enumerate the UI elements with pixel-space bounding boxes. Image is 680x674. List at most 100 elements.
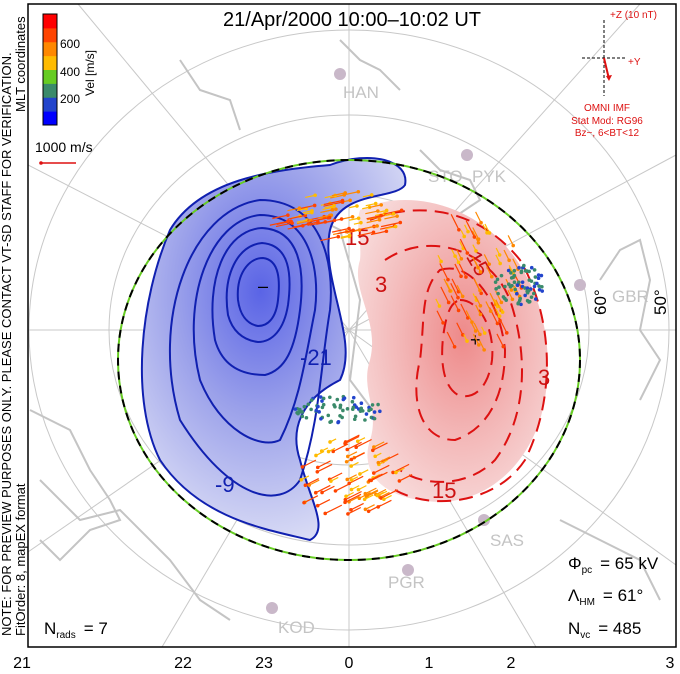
velocity-vector [305,478,319,486]
velocity-vector-origin [488,309,493,313]
velocity-vector-origin [459,257,464,261]
velocity-vector [450,282,459,298]
dawn-cell-shading [357,200,548,502]
color-bar-segment [43,27,57,43]
velocity-vector [350,502,364,511]
velocity-vector-origin [338,403,343,408]
stat-model: Stat Mod: RG96 [571,116,643,127]
plot-frame [27,3,677,648]
velocity-vector-origin [363,507,368,512]
imf-text: +Z (10 nT) +Y OMNI IMF Stat Mod: RG96 Bz… [571,10,657,139]
mlt-tick: 0 [345,655,354,672]
velocity-vector-origin [497,285,501,289]
station-sas: SAS [490,531,524,550]
velocity-vector-origin [519,302,523,307]
velocity-vector-origin [459,274,463,279]
velocity-vector [359,492,371,499]
velocity-vector-origin [355,204,359,208]
velocity-vector-origin [315,465,320,470]
contour-label: -21 [300,345,332,370]
velocity-vector [344,191,359,196]
velocity-vector-origin [314,453,318,458]
velocity-vector [440,286,450,303]
velocity-vector-origin [333,404,337,409]
velocity-vector-origin [446,277,450,282]
velocity-vector [450,295,460,311]
velocity-vector-origin [306,222,311,226]
velocity-vector [323,201,343,207]
velocity-vector-origin [340,198,345,203]
velocity-vector [436,310,444,324]
velocity-color-bar [43,14,57,126]
velocity-vector-origin [329,479,333,483]
color-bar-segment [43,97,57,112]
velocity-vector-origin [302,500,306,505]
lat-label-60: 60° [591,289,610,315]
velocity-vector-origin [464,275,468,279]
velocity-vector [315,484,331,494]
velocity-vector-origin [437,304,442,308]
velocity-vector-origin [334,207,338,212]
velocity-vector-origin [344,494,348,499]
plot-title: 21/Apr/2000 10:00–10:02 UT [223,9,481,31]
velocity-vector-origin [330,208,335,212]
side-text: MLT coordinates NOTE: FOR PREVIEW PURPOS… [0,16,28,636]
velocity-vector-origin [525,286,530,290]
velocity-vector-origin [515,283,520,288]
color-bar-tick: 400 [60,65,80,79]
velocity-vector [507,235,514,246]
velocity-vector-origin [309,407,313,412]
velocity-vector-origin [333,489,338,493]
velocity-vector-origin [355,439,360,444]
velocity-vector-origin [293,407,298,411]
velocity-vector-origin [323,511,328,516]
velocity-vector [332,443,349,452]
velocity-vector [465,310,473,323]
velocity-vector [473,279,481,291]
map-area: HAN STO PYK GBR SAS PGR KOD 60° 50° – [28,4,676,647]
velocity-vector-origin [535,281,539,286]
velocity-vector-origin [493,280,498,284]
preview-note: NOTE: FOR PREVIEW PURPOSES ONLY. PLEASE … [0,52,14,636]
velocity-vector-origin [359,401,364,406]
mlt-tick: 21 [13,655,31,672]
velocity-vector-origin [346,512,350,516]
velocity-vector-origin [377,218,382,222]
velocity-vector-origin [321,402,326,407]
velocity-vector-origin [499,273,504,278]
color-bar-segment [43,69,57,84]
velocity-vector-origin [336,420,340,425]
velocity-vector-origin [359,406,364,411]
velocity-vector [344,493,362,503]
station-pgr: PGR [388,573,425,592]
velocity-vector-origin [348,198,352,203]
mlt-tick: 3 [666,655,675,672]
velocity-vector-origin [313,193,317,198]
velocity-vector-origin [345,407,350,411]
velocity-vector-origin [338,413,342,418]
velocity-vector-origin [335,397,340,402]
contour-label: 3 [538,365,550,390]
velocity-vector-origin [365,493,370,498]
velocity-vector-origin [366,509,371,514]
color-bar-ticks: 200 400 600 [60,37,80,106]
velocity-vector-origin [452,344,457,349]
velocity-vector-origin [525,289,529,294]
velocity-vector [370,230,387,236]
velocity-vector-origin [375,493,380,498]
velocity-vector-origin [394,470,398,475]
hm-boundary [117,159,581,561]
velocity-vector-origin [509,288,514,292]
velocity-vector [351,452,365,460]
velocity-vector-origin [456,295,460,300]
velocity-vector-origin [482,348,486,352]
velocity-vector-origin [347,226,351,231]
velocity-vector [380,221,401,228]
velocity-vector-origin [331,449,336,454]
velocity-vector [330,194,345,199]
velocity-vector-origin [362,497,367,502]
dawn-cell-contours [369,209,548,503]
velocity-vector-origin [525,298,530,303]
color-bar-segment [43,83,57,98]
velocity-vector-origin [439,259,443,264]
